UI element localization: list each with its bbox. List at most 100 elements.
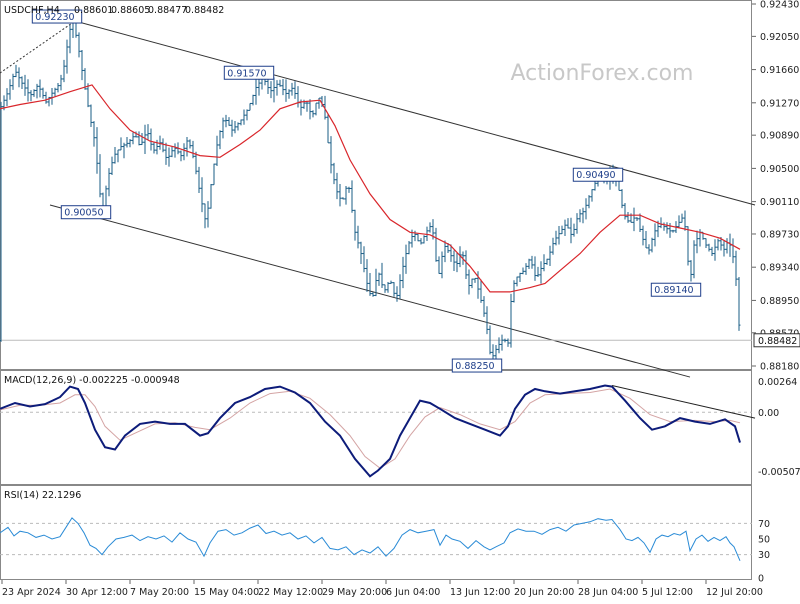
ohlc-bar [500,334,504,351]
ohlc-bar [488,325,492,355]
ohlc-bar [485,306,489,335]
ohlc-bar [392,282,396,297]
ohlc-bar [653,223,657,247]
ohlc-bar [290,82,294,96]
ohlc-bar [527,258,531,269]
ohlc-bar [497,337,501,354]
ohlc-bar [341,197,345,200]
last-price-tag: 0.88482 [753,333,800,348]
ohlc-low: 0.88477 [148,5,187,16]
ohlc-bar [704,238,708,249]
ohlc-bar [569,217,573,244]
ohlc-bar [125,136,129,148]
ohlc-bar [254,77,258,105]
ohlc-bar [0,101,3,342]
ohlc-bar [26,79,30,102]
ohlc-high: 0.88605 [111,5,150,16]
ohlc-bar [185,137,189,157]
ohlc-bar [287,89,291,99]
ohlc-bar [308,99,312,120]
ohlc-bar [494,345,498,360]
ohlc-bar [134,131,138,138]
ohlc-bar [350,180,354,213]
ohlc-bar [398,274,402,299]
ohlc-bar [692,240,696,279]
rsi-tick-label: 30 [758,550,770,561]
ohlc-bar [206,201,210,228]
ohlc-bar [221,117,225,139]
ohlc-bar [137,131,141,146]
ohlc-bar [482,296,486,317]
ohlc-bar [404,244,408,274]
ohlc-bar [56,82,60,93]
ohlc-bar [332,162,336,185]
ohlc-bar [14,64,18,78]
ohlc-bar [188,139,192,149]
price-callout-box [572,167,624,182]
ohlc-bar [122,142,126,159]
price-tick-label: 0.90110 [760,197,799,208]
ohlc-bar [578,209,582,223]
x-tick-label: 22 May 12:00 [258,587,323,598]
ohlc-bar [533,256,537,281]
ohlc-bar [686,226,690,266]
ohlc-bar [374,268,378,297]
ohlc-bar [65,39,69,74]
ohlc-bar [11,73,15,90]
price-callout: 0.91570 [223,65,275,80]
x-tick-label: 6 Jun 04:00 [386,587,440,598]
ohlc-bar [572,223,576,237]
ohlc-bar [584,198,588,220]
ohlc-bar [722,240,726,257]
ohlc-bar [59,74,63,91]
ohlc-bar [5,88,9,107]
ohlc-bar [356,225,360,249]
price-callout-label: 0.92230 [35,12,74,23]
ohlc-bar [32,89,36,97]
ohlc-bar [20,76,24,90]
ohlc-bar [278,79,282,87]
ohlc-bar [554,230,558,246]
ohlc-bar [227,117,231,126]
macd-panel-frame [0,370,752,485]
ohlc-bar [110,156,114,175]
ohlc-bar [329,136,333,174]
ohlc-bar [131,132,135,145]
ohlc-bar [548,245,552,266]
macd-main-line [0,384,741,478]
ohlc-bar [152,142,156,154]
price-tick-label: 0.92050 [760,32,799,43]
ohlc-bar [434,227,438,262]
macd-signal-line [0,388,741,469]
ohlc-bar [509,293,513,348]
ohlc-bar [170,146,174,158]
ohlc-bar [446,243,450,253]
ohlc-readout: 0.88601 0.88605 0.88477 0.88482 [74,5,224,16]
ohlc-bar [338,184,342,207]
projection-dotted-line [0,20,76,74]
ohlc-bar [713,239,717,261]
last-price-tag-box [753,333,800,348]
ohlc-bar [581,207,585,224]
ohlc-bar [443,240,447,263]
ohlc-bar [470,278,474,289]
ohlc-bar [245,109,249,121]
ohlc-bar [479,279,483,303]
channel-upper-line [74,20,756,206]
ohlc-bar [530,255,534,269]
ohlc-close: 0.88482 [185,5,224,16]
ohlc-bar [128,138,132,148]
ohlc-bar [209,183,213,209]
ohlc-bar [275,80,279,96]
ohlc-bar [677,215,681,229]
ohlc-bar [173,143,177,158]
ohlc-bar [641,225,645,246]
x-tick-label: 5 Jul 12:00 [642,587,693,598]
ohlc-bar [524,263,528,275]
ohlc-bar [194,151,198,175]
ohlc-bar [314,102,318,116]
ohlc-bar [386,282,390,293]
ohlc-bar [680,213,684,223]
ohlc-bar [89,104,93,127]
